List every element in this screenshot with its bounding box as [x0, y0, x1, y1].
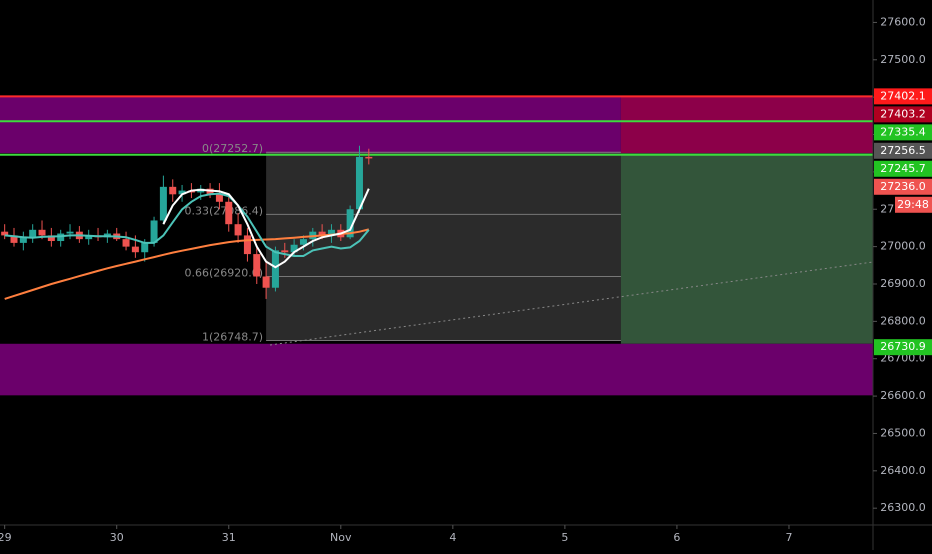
candle-body [66, 231, 74, 234]
candle-body [327, 229, 335, 236]
moving-average [4, 192, 370, 257]
candle-body [85, 235, 93, 240]
fib-label: 1(26748.7) [202, 331, 263, 344]
x-tick-label: 6 [673, 531, 680, 544]
price-label-box [874, 178, 932, 195]
x-tick-label: 4 [449, 531, 456, 544]
candle-body [57, 233, 65, 242]
moving-average [4, 228, 370, 300]
candle-body [271, 250, 279, 288]
price-label-box [874, 124, 932, 141]
y-tick-label: 27600.0 [880, 15, 926, 28]
candle-body [225, 201, 233, 225]
zone [620, 153, 873, 344]
y-tick-label: 26800.0 [880, 314, 926, 327]
candle-body [253, 254, 261, 277]
price-label-box [874, 339, 932, 356]
candle-body [215, 194, 223, 202]
candles [1, 145, 373, 299]
trend-line [269, 261, 874, 346]
price-label-box [874, 142, 932, 159]
candle-body [169, 186, 177, 195]
x-tick-label: 30 [110, 531, 124, 544]
x-tick-label: 29 [0, 531, 12, 544]
y-tick-label: 26900.0 [880, 277, 926, 290]
price-label: 27403.2 [880, 107, 926, 120]
candle-body [355, 156, 363, 210]
y-tick-label: 26500.0 [880, 426, 926, 439]
candle-body [365, 156, 373, 159]
candle-body [290, 244, 298, 253]
levels [0, 95, 873, 156]
price-label: 27245.7 [880, 162, 926, 175]
fib-label: 0(27252.7) [202, 142, 263, 155]
x-tick-label: 5 [561, 531, 568, 544]
fib-retracement: 0(27252.7) 0.33(27086.4) 0.66(26920.0) 1(26… [185, 142, 621, 344]
candle-body [141, 242, 149, 253]
countdown: 29:48 [897, 198, 929, 211]
zones [0, 96, 873, 396]
candle-body [47, 235, 55, 242]
zone [0, 343, 873, 396]
fib-label: 0.33(27086.4) [185, 204, 264, 217]
moving-average [162, 188, 370, 269]
y-tick-label: 26400.0 [880, 464, 926, 477]
price-label: 27335.4 [880, 125, 926, 138]
candle-body [19, 237, 27, 243]
price-label-box [874, 160, 932, 177]
fib-box [266, 152, 621, 341]
price-label-box [874, 88, 932, 105]
zone [0, 96, 621, 154]
fib-label: 0.66(26920.0) [185, 267, 264, 280]
price-label: 27402.1 [880, 89, 926, 102]
price-label: 27256.5 [880, 144, 926, 157]
candle-body [262, 276, 270, 288]
zone [620, 96, 873, 154]
candle-body [10, 235, 18, 243]
x-tick-label: 31 [222, 531, 236, 544]
y-tick-label: 27000.0 [880, 240, 926, 253]
countdown-box [895, 196, 932, 213]
candle-body [150, 220, 158, 243]
price-label-box [874, 106, 932, 123]
y-tick-label: 26600.0 [880, 389, 926, 402]
y-tick-label: 27500.0 [880, 53, 926, 66]
candle-body [318, 231, 326, 236]
candle-body [131, 246, 139, 253]
candle-body [38, 229, 46, 236]
candle-body [234, 224, 242, 236]
price-labels: 27402.1 27403.2 27335.4 27256.5 27245.7 27236… [874, 88, 932, 356]
candle-body [299, 239, 307, 245]
candle-body [159, 186, 167, 221]
candle-body [122, 239, 130, 247]
price-label: 27236.0 [880, 180, 926, 193]
candle-body [178, 190, 186, 195]
candle-body [243, 235, 251, 255]
x-tick-label: 7 [785, 531, 792, 544]
candle-body [281, 250, 289, 253]
candle-body [29, 229, 37, 238]
x-tick-label: Nov [330, 531, 352, 544]
y-tick-label: 26300.0 [880, 501, 926, 514]
candle-body [346, 209, 354, 238]
price-label: 26730.9 [880, 340, 926, 353]
candle-body [1, 231, 9, 236]
moving-averages [4, 188, 370, 300]
